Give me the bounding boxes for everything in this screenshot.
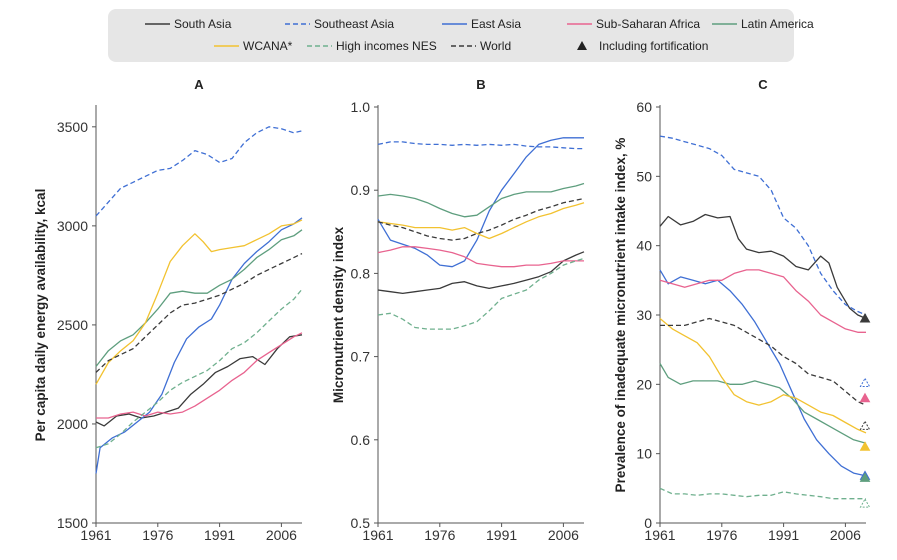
series-line-high-incomes-nes [659, 487, 866, 500]
y-tick-label: 2000 [57, 416, 88, 432]
y-axis-label: Per capita daily energy availability, kc… [33, 189, 48, 442]
panels: A Per capita daily energy availability, k… [33, 77, 871, 543]
y-tick-label: 0.7 [351, 349, 371, 365]
x-tick-label: 1976 [424, 527, 455, 543]
fortification-marker-high-incomes-nes [859, 498, 871, 508]
panel-a: A Per capita daily energy availability, k… [33, 77, 303, 543]
legend-triangle-icon [577, 41, 587, 50]
x-tick-label: 1991 [204, 527, 235, 543]
panel-title: B [476, 77, 485, 92]
series-line-south-asia [95, 334, 303, 427]
series-line-wcana [659, 318, 867, 434]
series-line-world [660, 317, 867, 406]
series-line-high-incomes-nes [377, 257, 585, 330]
x-tick-label: 1961 [362, 527, 393, 543]
legend-label: South Asia [174, 17, 232, 31]
series-line-latin-america [95, 229, 303, 367]
legend-item-including-fortification: Including fortification [577, 39, 708, 53]
x-tick-label: 2006 [548, 527, 579, 543]
x-tick-label: 1991 [486, 527, 517, 543]
y-tick-label: 60 [636, 99, 652, 115]
legend-label: High incomes NES [336, 39, 437, 53]
legend-label: East Asia [471, 17, 521, 31]
x-tick-label: 1976 [142, 527, 173, 543]
legend-label: Sub-Saharan Africa [596, 17, 700, 31]
panel-b: B Micronutrient density index 0.5 0.6 0.7 0.8… [331, 77, 585, 543]
series-line-south-asia [377, 251, 585, 295]
x-tick-label: 1961 [80, 527, 111, 543]
fortification-marker-latin-america [859, 472, 871, 482]
series-line-high-incomes-nes [95, 288, 303, 449]
legend: South Asia Southeast Asia East Asia Sub-Sah… [108, 9, 814, 62]
fortification-marker-world [859, 420, 871, 430]
x-tick-label: 1976 [706, 527, 737, 543]
legend-label: WCANA* [243, 39, 293, 53]
y-tick-label: 40 [636, 238, 652, 254]
legend-item-east-asia: East Asia [442, 17, 521, 31]
y-tick-label: 0.6 [351, 432, 371, 448]
y-tick-label: 3000 [57, 218, 88, 234]
y-tick-label: 3500 [57, 119, 88, 135]
y-tick-label: 50 [636, 168, 652, 184]
y-tick-label: 10 [636, 446, 652, 462]
panel-title: C [758, 77, 768, 92]
series-line-southeast-asia [659, 135, 867, 316]
legend-item-world: World [451, 39, 511, 53]
series-line-wcana [377, 202, 585, 240]
y-tick-label: 0.8 [351, 265, 371, 281]
panel-title: A [194, 77, 204, 92]
series-line-world [95, 253, 303, 373]
legend-item-high-incomes-nes: High incomes NES [307, 39, 437, 53]
legend-box [108, 9, 794, 62]
legend-label: World [480, 39, 511, 53]
panel-c: C Prevalence of inadequate micronutrient … [613, 77, 871, 543]
legend-label: Southeast Asia [314, 17, 394, 31]
y-tick-label: 1.0 [351, 99, 371, 115]
x-tick-label: 1991 [768, 527, 799, 543]
series-line-latin-america [377, 182, 585, 218]
series-line-east-asia [377, 137, 584, 268]
series-line-latin-america [659, 363, 867, 444]
y-tick-label: 2500 [57, 317, 88, 333]
legend-label: Including fortification [599, 39, 708, 53]
series-line-wcana [95, 219, 303, 385]
fortification-marker-southeast-asia [859, 377, 871, 387]
legend-label: Latin America [741, 17, 814, 31]
fortification-marker-south-asia [859, 312, 871, 323]
y-axis-label: Prevalence of inadequate micronutrient i… [613, 138, 628, 493]
series-line-south-asia [659, 213, 867, 320]
series-line-east-asia [95, 217, 303, 474]
y-tick-label: 1500 [57, 515, 88, 531]
y-tick-label: 30 [636, 307, 652, 323]
y-tick-label: 0.5 [351, 515, 371, 531]
series-line-east-asia [659, 269, 867, 477]
x-tick-label: 2006 [266, 527, 297, 543]
legend-item-southeast-asia: Southeast Asia [285, 17, 394, 31]
y-tick-label: 0 [644, 515, 652, 531]
legend-item-south-asia: South Asia [145, 17, 232, 31]
legend-item-sub-saharan-africa: Sub-Saharan Africa [567, 17, 700, 31]
y-tick-label: 0.9 [351, 182, 371, 198]
series-line-sub-saharan-africa [96, 332, 303, 419]
series-line-southeast-asia [377, 141, 584, 150]
fortification-marker-wcana [859, 441, 871, 451]
y-tick-label: 20 [636, 376, 652, 392]
y-axis-label: Micronutrient density index [331, 226, 346, 403]
series-line-sub-saharan-africa [659, 269, 866, 333]
fortification-marker-sub-saharan-africa [859, 392, 871, 403]
x-tick-label: 2006 [830, 527, 861, 543]
series-line-sub-saharan-africa [377, 246, 584, 268]
x-tick-label: 1961 [644, 527, 675, 543]
legend-item-latin-america: Latin America [712, 17, 814, 31]
series-line-southeast-asia [95, 126, 303, 217]
series-line-world [377, 197, 585, 241]
legend-item-wcana: WCANA* [214, 39, 293, 53]
